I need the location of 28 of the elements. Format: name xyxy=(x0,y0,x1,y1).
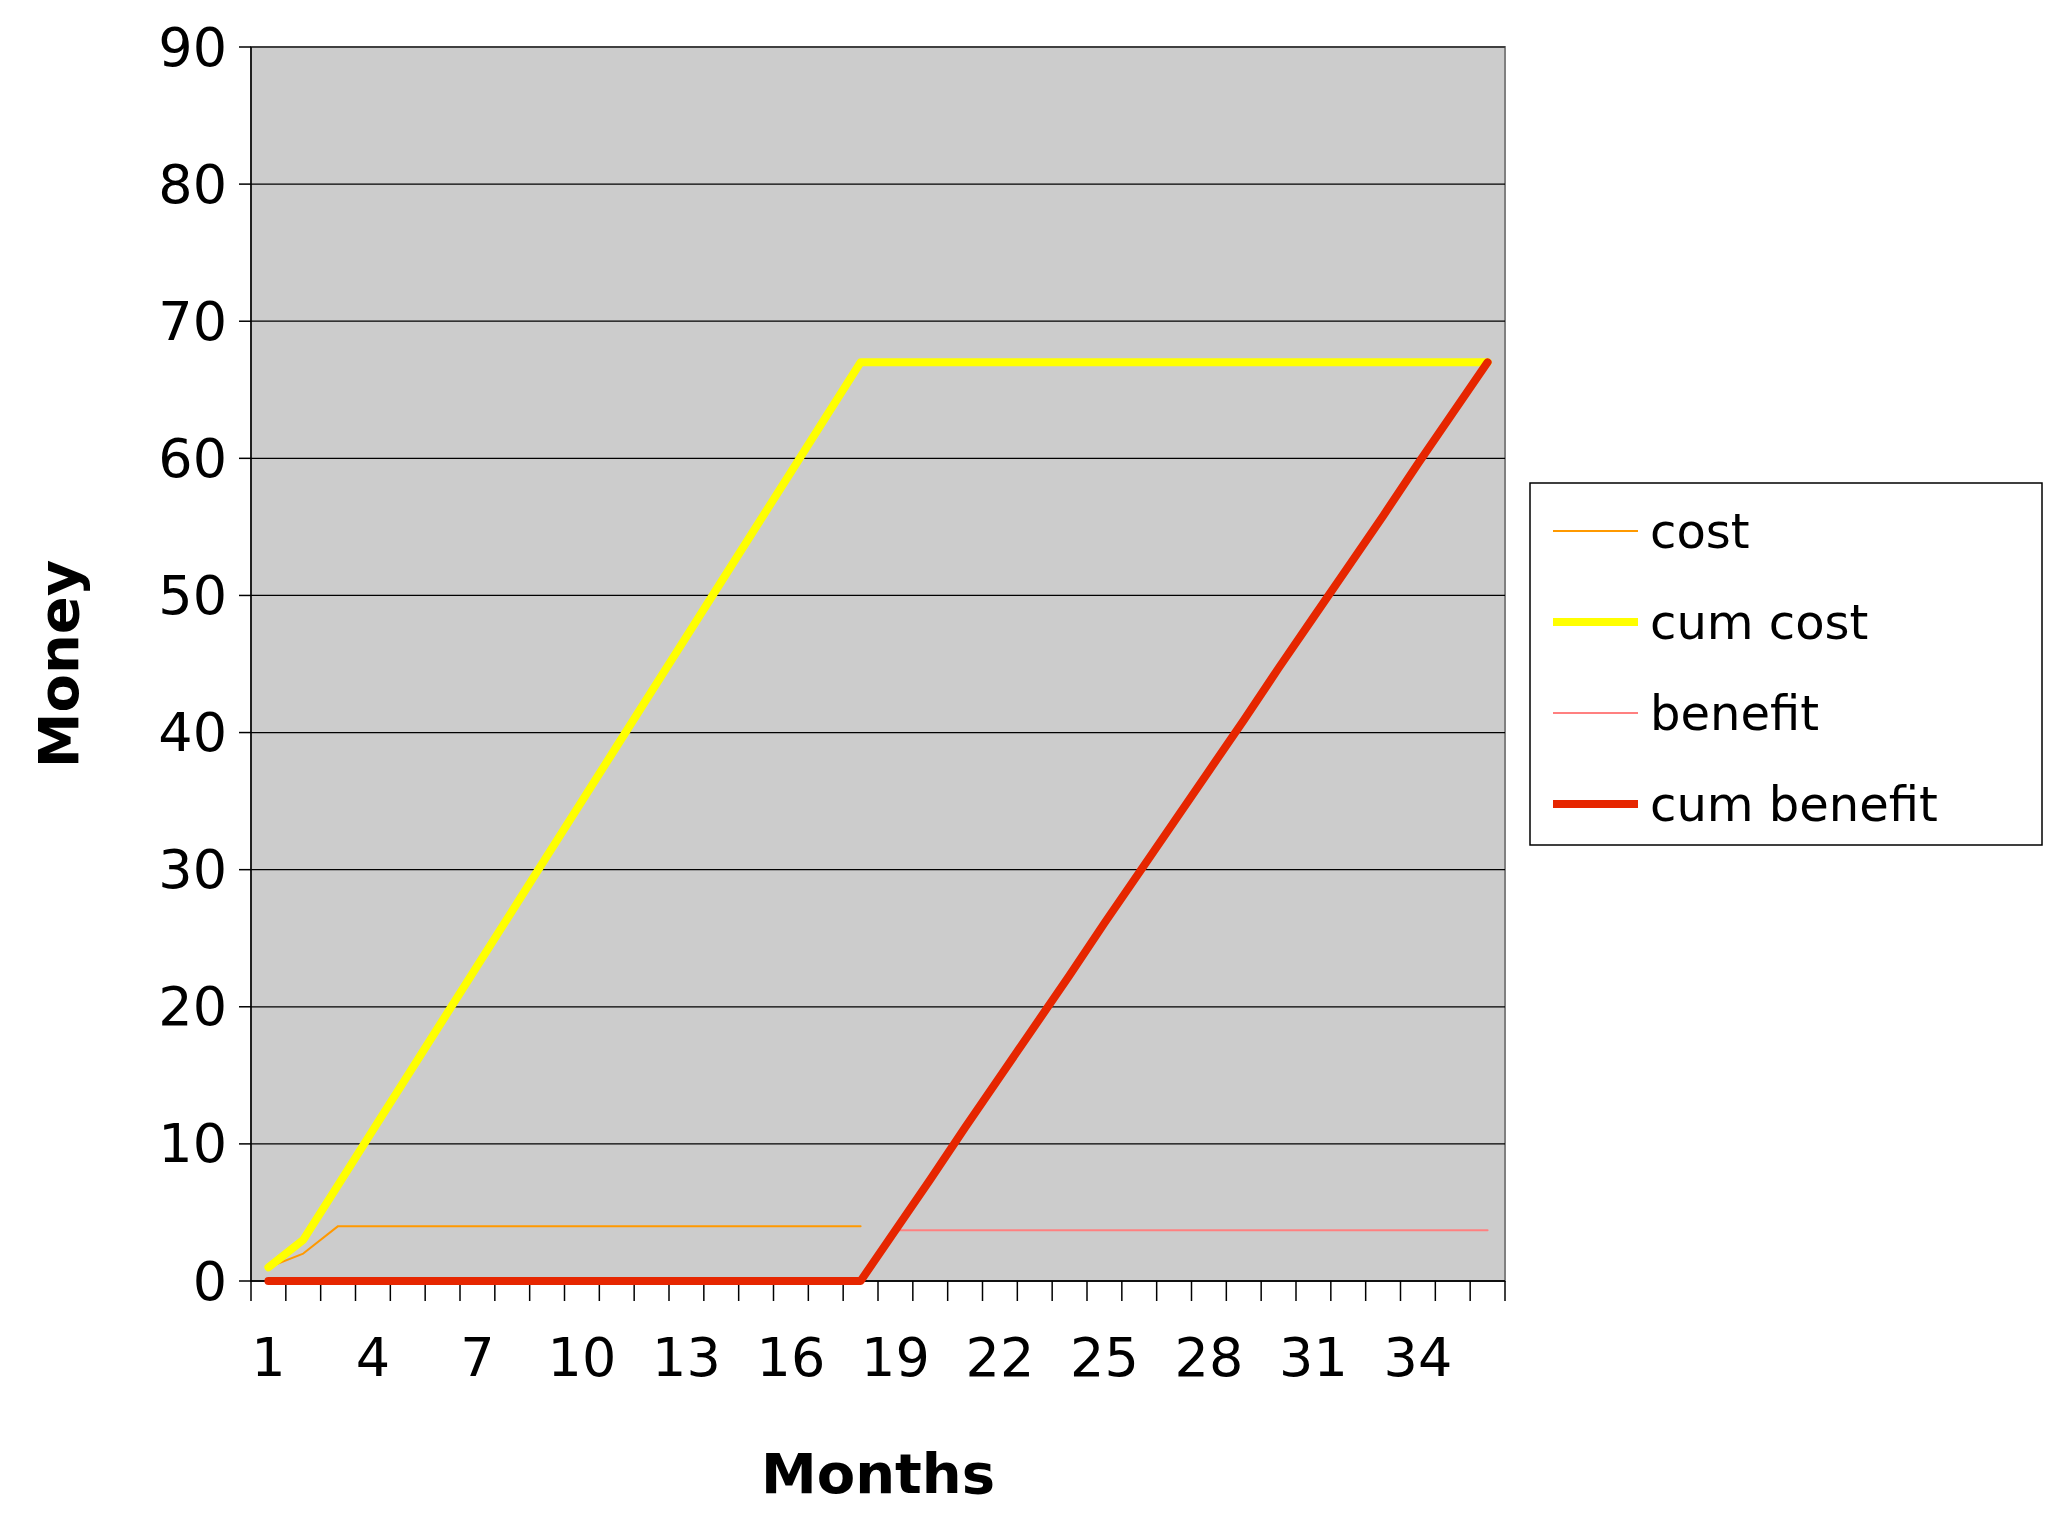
x-tick-label: 28 xyxy=(1174,1326,1244,1389)
x-tick-label: 4 xyxy=(355,1326,391,1389)
y-axis-title: Money xyxy=(26,559,91,769)
y-tick-label: 30 xyxy=(158,838,227,902)
legend-label: cum benefit xyxy=(1650,776,1938,832)
legend-label: benefit xyxy=(1650,685,1820,741)
x-tick-label: 34 xyxy=(1383,1326,1453,1389)
x-tick-label: 10 xyxy=(547,1326,617,1389)
y-tick-label: 80 xyxy=(158,152,227,216)
y-tick-label: 20 xyxy=(158,975,227,1039)
x-tick-label: 25 xyxy=(1070,1326,1139,1389)
y-tick-label: 10 xyxy=(158,1112,227,1176)
y-tick-label: 0 xyxy=(192,1249,227,1313)
x-tick-label: 13 xyxy=(652,1326,721,1389)
y-tick-label: 60 xyxy=(158,426,227,490)
y-tick-label: 40 xyxy=(158,701,227,765)
legend-label: cost xyxy=(1650,503,1750,559)
x-tick-label: 31 xyxy=(1279,1326,1348,1389)
x-tick-label: 16 xyxy=(756,1326,826,1389)
y-tick-label: 50 xyxy=(158,563,227,627)
x-tick-label: 7 xyxy=(460,1326,495,1389)
y-tick-label: 70 xyxy=(158,289,227,353)
x-axis-title: Months xyxy=(760,1441,996,1506)
y-tick-label: 90 xyxy=(158,15,227,79)
x-tick-label: 1 xyxy=(251,1326,286,1389)
x-tick-label: 22 xyxy=(965,1326,1035,1389)
legend-label: cum cost xyxy=(1650,594,1869,650)
x-tick-label: 19 xyxy=(861,1326,930,1389)
